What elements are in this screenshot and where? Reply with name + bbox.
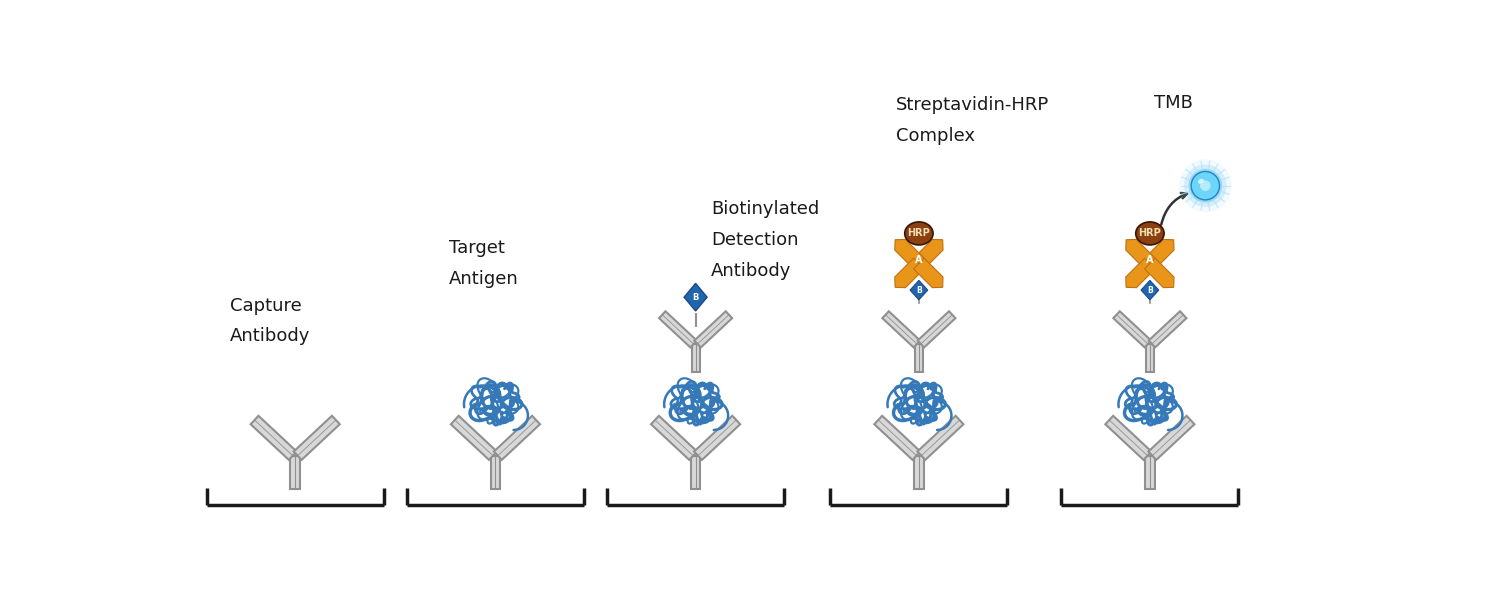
Polygon shape [658, 311, 698, 347]
Text: A: A [915, 255, 922, 265]
Ellipse shape [904, 222, 933, 245]
Polygon shape [1142, 280, 1160, 300]
Polygon shape [896, 258, 924, 287]
Circle shape [1191, 172, 1219, 200]
Text: B: B [916, 286, 922, 295]
Ellipse shape [1136, 222, 1164, 245]
Polygon shape [452, 416, 497, 460]
Polygon shape [914, 239, 944, 269]
Circle shape [1179, 159, 1231, 212]
Text: Target: Target [448, 239, 506, 257]
Text: Capture: Capture [230, 296, 302, 314]
Polygon shape [694, 311, 732, 347]
Text: A: A [1146, 255, 1154, 265]
Circle shape [1188, 169, 1222, 203]
Polygon shape [251, 416, 297, 460]
Text: Detection: Detection [711, 231, 798, 249]
Polygon shape [690, 455, 700, 490]
Text: Streptavidin-HRP: Streptavidin-HRP [896, 97, 1048, 115]
Polygon shape [918, 416, 963, 460]
Text: B: B [1148, 286, 1154, 295]
Polygon shape [494, 416, 540, 460]
Text: HRP: HRP [908, 229, 930, 238]
Polygon shape [910, 280, 928, 300]
Polygon shape [651, 416, 698, 460]
Text: B: B [693, 293, 699, 302]
Polygon shape [684, 283, 706, 311]
Polygon shape [1149, 416, 1194, 460]
Polygon shape [1149, 311, 1186, 347]
Polygon shape [1146, 344, 1154, 371]
Polygon shape [291, 455, 300, 490]
Polygon shape [914, 455, 924, 490]
Ellipse shape [1198, 179, 1204, 184]
Text: Complex: Complex [896, 127, 975, 145]
Polygon shape [1126, 258, 1155, 287]
Text: HRP: HRP [1138, 229, 1161, 238]
Polygon shape [1106, 416, 1152, 460]
Polygon shape [918, 311, 956, 347]
Text: Biotinylated: Biotinylated [711, 200, 819, 218]
Polygon shape [1126, 239, 1155, 269]
Polygon shape [915, 344, 922, 371]
Circle shape [1200, 181, 1210, 191]
Polygon shape [1113, 311, 1150, 347]
Circle shape [1184, 164, 1227, 207]
Polygon shape [896, 239, 924, 269]
Polygon shape [882, 311, 920, 347]
Text: Antigen: Antigen [448, 269, 519, 287]
Text: Antibody: Antibody [230, 328, 310, 346]
Polygon shape [1144, 258, 1174, 287]
Polygon shape [294, 416, 340, 460]
Polygon shape [490, 455, 501, 490]
Polygon shape [692, 344, 699, 371]
Polygon shape [874, 416, 921, 460]
Polygon shape [694, 416, 740, 460]
Text: Antibody: Antibody [711, 262, 792, 280]
Polygon shape [1144, 239, 1174, 269]
Polygon shape [914, 258, 944, 287]
Text: TMB: TMB [1154, 94, 1192, 112]
Polygon shape [1144, 455, 1155, 490]
